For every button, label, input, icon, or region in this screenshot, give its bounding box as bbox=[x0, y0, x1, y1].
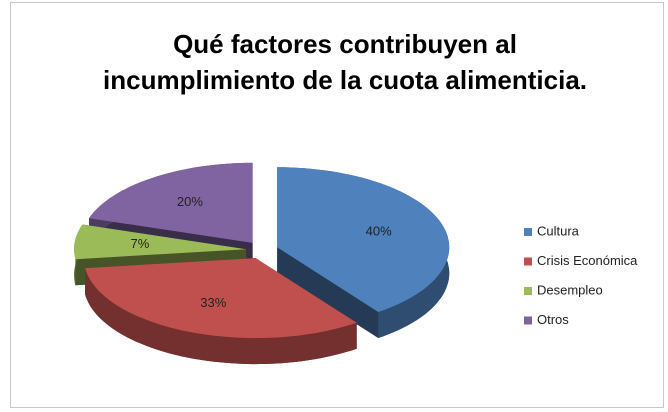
data-label: 20% bbox=[177, 194, 203, 209]
legend-label: Cultura bbox=[537, 223, 580, 238]
legend-label: Crisis Económica bbox=[537, 253, 638, 268]
slice bbox=[277, 167, 450, 312]
slice bbox=[89, 162, 253, 243]
legend-label: Desempleo bbox=[537, 282, 603, 297]
slice bbox=[74, 224, 247, 260]
legend-swatch bbox=[524, 316, 532, 325]
legend-swatch bbox=[524, 287, 532, 295]
legend-swatch bbox=[524, 257, 532, 266]
legend-label: Otros bbox=[537, 312, 569, 327]
slice-rim bbox=[85, 268, 357, 365]
slice-side bbox=[277, 247, 379, 338]
slice-group bbox=[85, 258, 357, 365]
chart-title: Qué factores contribuyen al incumplimien… bbox=[103, 29, 587, 95]
slice-group bbox=[277, 167, 450, 338]
data-label: 33% bbox=[200, 295, 226, 310]
data-label: 40% bbox=[366, 223, 392, 238]
slice bbox=[85, 258, 357, 339]
legend-swatch bbox=[524, 228, 532, 236]
data-label: 7% bbox=[131, 236, 150, 251]
chart-frame bbox=[10, 2, 664, 408]
